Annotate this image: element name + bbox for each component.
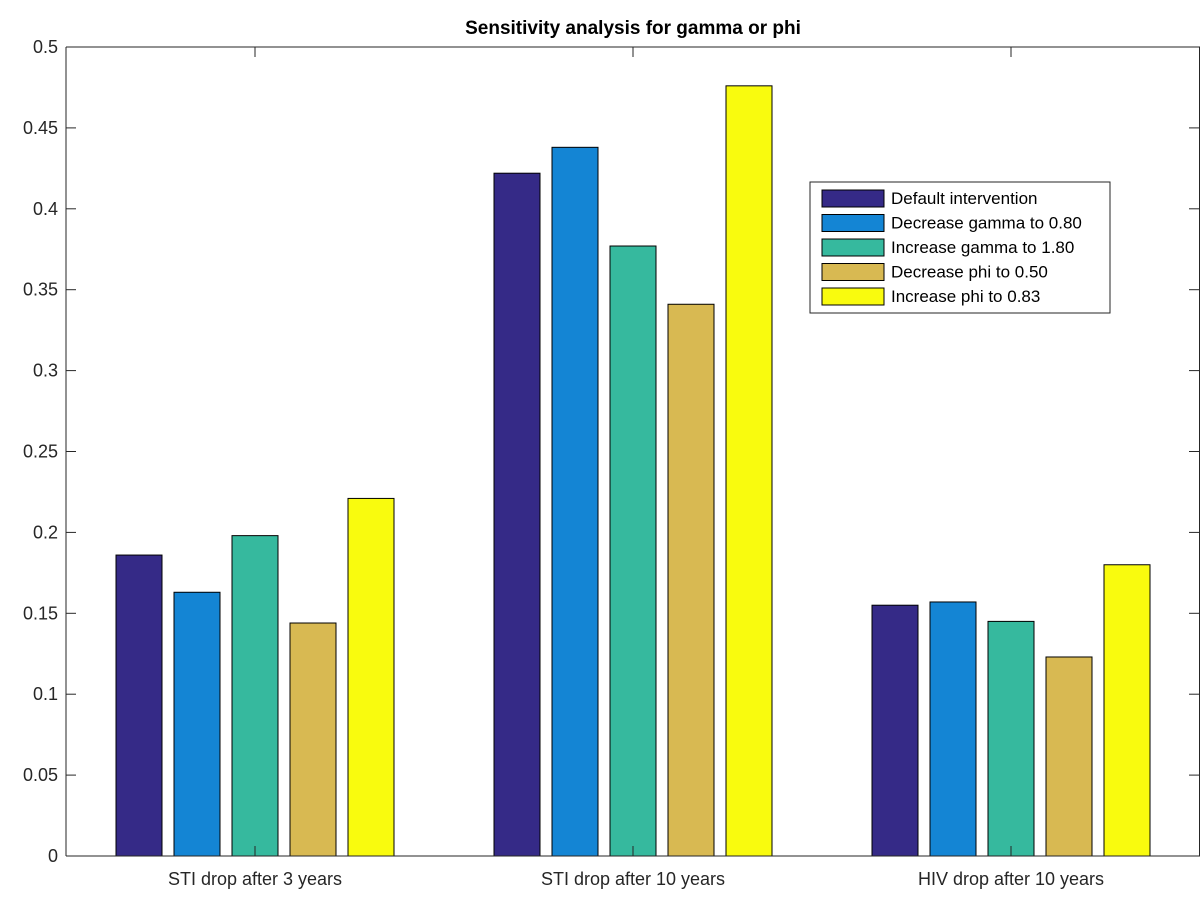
legend-swatch xyxy=(821,287,885,306)
x-category-label: STI drop after 10 years xyxy=(541,869,725,889)
bar-2-3 xyxy=(609,245,657,857)
bar-3-3 xyxy=(987,620,1035,857)
legend-swatch xyxy=(821,189,885,208)
y-tick-label: 0.45 xyxy=(23,118,58,138)
bar-2-5 xyxy=(725,85,773,857)
x-category-label: STI drop after 3 years xyxy=(168,869,342,889)
bar-3-4 xyxy=(1045,656,1093,857)
legend-swatch xyxy=(821,214,885,232)
y-tick-label: 0.5 xyxy=(33,37,58,57)
legend: Default intervention Decrease gamma to 0.… xyxy=(809,181,1111,314)
bar-2-4 xyxy=(667,303,715,857)
bars-group xyxy=(115,85,1151,857)
legend-swatch xyxy=(821,263,885,281)
legend-label: Decrease gamma to 0.80 xyxy=(891,214,1082,233)
bar-3-1 xyxy=(871,604,919,857)
x-category-label: HIV drop after 10 years xyxy=(918,869,1104,889)
legend-label: Default intervention xyxy=(891,189,1037,208)
y-tick-label: 0.05 xyxy=(23,765,58,785)
y-tick-label: 0.15 xyxy=(23,603,58,623)
bar-1-4 xyxy=(289,622,337,857)
legend-label: Increase gamma to 1.80 xyxy=(891,238,1074,257)
bar-1-5 xyxy=(347,497,395,857)
y-tick-label: 0.35 xyxy=(23,280,58,300)
legend-label: Increase phi to 0.83 xyxy=(891,287,1040,306)
y-tick-label: 0 xyxy=(48,846,58,866)
bar-1-2 xyxy=(173,591,221,857)
y-tick-label: 0.4 xyxy=(33,199,58,219)
bar-3-5 xyxy=(1103,564,1151,857)
bar-1-1 xyxy=(115,554,163,857)
legend-label: Decrease phi to 0.50 xyxy=(891,263,1048,282)
bar-1-3 xyxy=(231,535,279,857)
chart-title: Sensitivity analysis for gamma or phi xyxy=(465,18,801,39)
bar-2-2 xyxy=(551,146,599,857)
y-tick-label: 0.25 xyxy=(23,442,58,462)
bar-2-1 xyxy=(493,172,541,857)
legend-swatch xyxy=(821,238,885,257)
y-tick-label: 0.1 xyxy=(33,684,58,704)
y-tick-label: 0.2 xyxy=(33,522,58,542)
bar-3-2 xyxy=(929,601,977,857)
y-tick-label: 0.3 xyxy=(33,361,58,381)
